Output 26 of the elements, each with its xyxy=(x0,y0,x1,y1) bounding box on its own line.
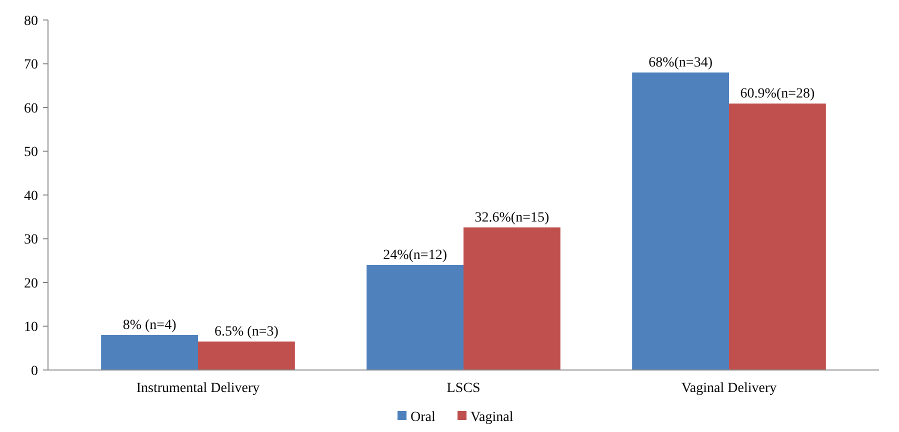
y-tick-label: 10 xyxy=(24,320,38,336)
y-tick-label: 30 xyxy=(24,232,38,248)
y-tick-label: 60 xyxy=(24,101,38,116)
bar xyxy=(101,335,198,370)
bar xyxy=(632,72,729,370)
bar xyxy=(728,104,826,370)
data-label: 68%(n=34) xyxy=(648,56,713,70)
y-tick-label: 0 xyxy=(31,364,38,379)
x-tick-label: LSCS xyxy=(446,381,480,396)
data-label: 8% (n=4) xyxy=(122,318,177,333)
data-label: 24%(n=12) xyxy=(383,248,448,263)
y-tick-label: 20 xyxy=(24,276,38,292)
legend-label: Vaginal xyxy=(470,410,514,425)
data-label: 60.9%(n=28) xyxy=(740,86,815,102)
y-tick-label: 40 xyxy=(24,188,38,204)
bar xyxy=(366,265,464,370)
bar xyxy=(198,342,295,370)
x-tick-label: Instrumental Delivery xyxy=(136,381,260,396)
bar xyxy=(464,227,560,370)
legend-label: Oral xyxy=(410,410,436,425)
data-label: 32.6%(n=15) xyxy=(474,210,550,226)
y-tick-label: 70 xyxy=(24,58,38,73)
x-tick-label: Vaginal Delivery xyxy=(681,381,777,396)
y-tick-label: 80 xyxy=(24,14,38,29)
y-tick-label: 50 xyxy=(24,145,38,160)
data-label: 6.5% (n=3) xyxy=(214,324,279,340)
